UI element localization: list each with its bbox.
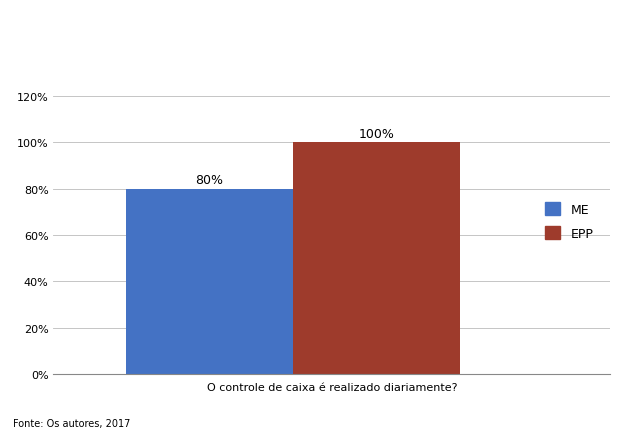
Text: Fatec: Fatec [9,17,98,45]
X-axis label: O controle de caixa é realizado diariamente?: O controle de caixa é realizado diariame… [206,382,457,393]
Legend: ME, EPP: ME, EPP [540,198,598,245]
Text: Humanidades & Tecnologia: Humanidades & Tecnologia [377,72,501,81]
Text: 80%: 80% [196,173,223,187]
Text: H-TEC: H-TEC [374,17,467,45]
Text: 100%: 100% [359,127,394,140]
Text: Científica: Científica [213,63,309,81]
Text: Revista: Revista [228,18,294,37]
Bar [126,189,293,374]
Text: Cruzeiro: Cruzeiro [44,52,88,62]
Text: Fonte: Os autores, 2017: Fonte: Os autores, 2017 [13,418,130,428]
Text: Prof. Waldomiro May: Prof. Waldomiro May [20,76,112,85]
Bar [293,143,460,374]
